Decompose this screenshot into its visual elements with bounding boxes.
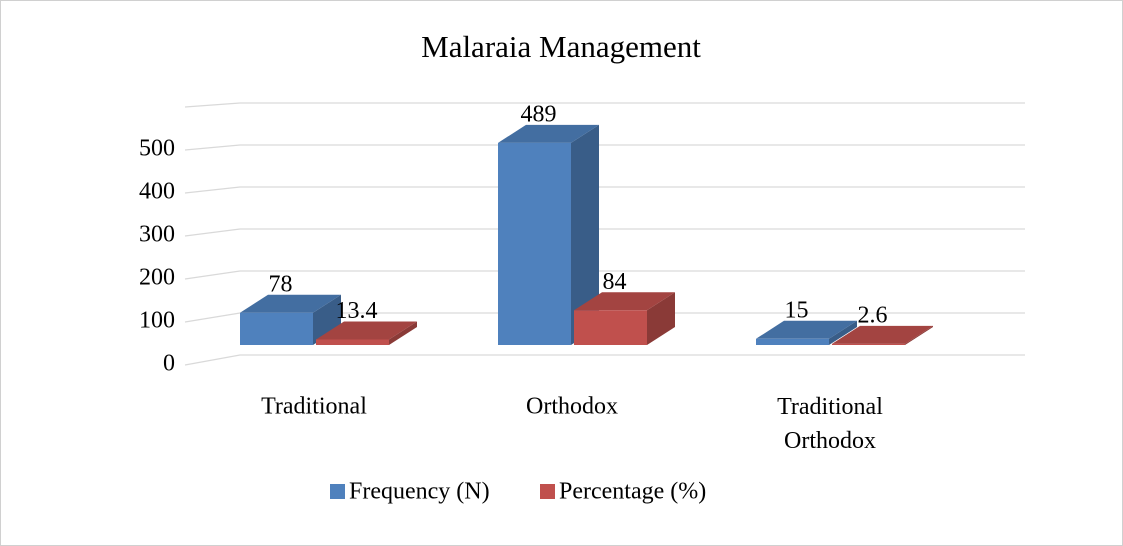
data-label: 15: [785, 297, 809, 323]
y-tick-label: 400: [139, 179, 175, 205]
bar-top: [240, 294, 341, 313]
bar: [240, 294, 341, 345]
bar: [832, 325, 933, 345]
bar-top: [316, 321, 417, 340]
bar-top: [498, 124, 599, 143]
y-tick-label: 200: [139, 265, 175, 291]
data-label: 2.6: [858, 302, 888, 328]
bar-front: [756, 338, 829, 345]
legend-label: Percentage (%): [559, 479, 706, 505]
chart-title: Malaraia Management: [421, 29, 701, 64]
y-tick-label: 0: [163, 351, 175, 377]
y-tick-label: 300: [139, 222, 175, 248]
bar-front: [240, 312, 313, 345]
bar-side: [313, 294, 341, 345]
x-tick-label: Traditional Orthodox: [777, 394, 883, 454]
data-label: 489: [521, 101, 557, 127]
y-tick-label: 100: [139, 308, 175, 334]
bar-top: [574, 292, 675, 311]
bar-front: [498, 142, 571, 345]
bar-side: [829, 320, 857, 345]
bar: [756, 320, 857, 345]
bar-side: [389, 321, 417, 345]
grid-line: [184, 228, 1025, 237]
bar: [316, 321, 417, 345]
bar: [574, 292, 675, 345]
legend-swatch: [330, 484, 345, 499]
grid-line: [184, 102, 1025, 108]
grid-line: [184, 144, 1025, 151]
x-tick-label: Traditional: [261, 394, 367, 420]
data-label: 84: [603, 269, 627, 295]
grid-line: [184, 354, 1025, 366]
data-label: 13.4: [336, 298, 378, 324]
bar-front: [574, 310, 647, 345]
legend-swatch: [540, 484, 555, 499]
grid-line: [184, 270, 1025, 280]
bar-top: [832, 325, 933, 344]
grid-line: [184, 186, 1025, 194]
data-label: 78: [269, 271, 293, 297]
y-tick-label: 500: [139, 136, 175, 162]
bar-side: [905, 325, 933, 345]
x-tick-label: Orthodox: [526, 394, 618, 420]
legend-label: Frequency (N): [349, 479, 490, 505]
bar-side: [647, 292, 675, 345]
bar-front: [316, 339, 389, 345]
bar-top: [756, 320, 857, 339]
bar-side: [571, 124, 599, 345]
bar: [498, 124, 599, 345]
bar-front: [832, 343, 905, 345]
